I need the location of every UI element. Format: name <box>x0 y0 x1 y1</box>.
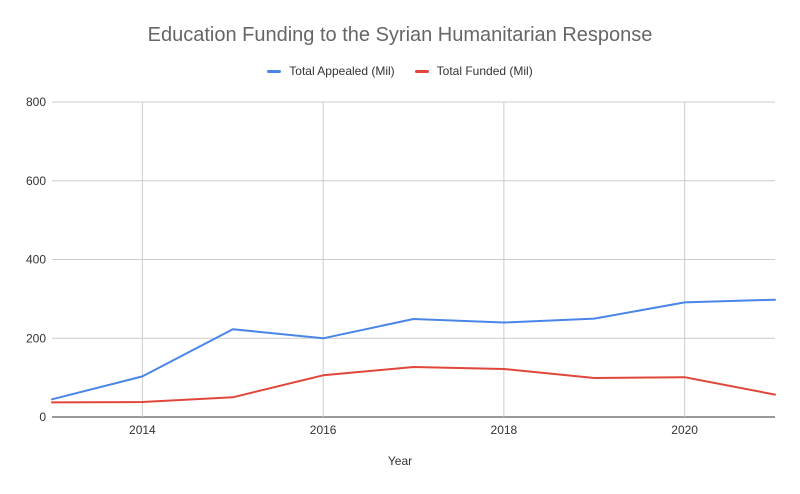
legend-swatch-funded <box>414 69 429 73</box>
x-tick-label: 2016 <box>310 423 337 437</box>
y-tick-label: 200 <box>26 331 46 345</box>
x-tick-label: 2018 <box>491 423 518 437</box>
data-point-funded[interactable] <box>591 375 597 381</box>
data-point-appealed[interactable] <box>320 335 326 341</box>
x-axis-title: Year <box>387 454 413 468</box>
data-point-funded[interactable] <box>320 372 326 378</box>
data-point-appealed[interactable] <box>772 297 778 303</box>
y-tick-label: 800 <box>26 95 46 109</box>
data-point-appealed[interactable] <box>139 373 145 379</box>
y-tick-label: 600 <box>26 174 46 188</box>
y-tick-label: 0 <box>39 410 46 424</box>
chart-title: Education Funding to the Syrian Humanita… <box>147 24 653 46</box>
legend-item-funded[interactable]: Total Funded (Mil) <box>414 64 533 78</box>
data-point-funded[interactable] <box>682 374 688 380</box>
data-point-funded[interactable] <box>501 366 507 372</box>
y-tick-label: 400 <box>26 253 46 267</box>
data-point-appealed[interactable] <box>230 326 236 332</box>
data-point-funded[interactable] <box>139 399 145 405</box>
data-point-appealed[interactable] <box>682 299 688 305</box>
legend-label-funded: Total Funded (Mil) <box>436 64 533 78</box>
data-point-funded[interactable] <box>411 364 417 370</box>
data-point-funded[interactable] <box>230 394 236 400</box>
series-line-funded <box>51 366 776 404</box>
data-point-funded[interactable] <box>772 392 778 398</box>
legend-label-appealed: Total Appealed (Mil) <box>289 64 395 78</box>
legend-item-appealed[interactable]: Total Appealed (Mil) <box>267 64 395 78</box>
legend-swatch-appealed <box>267 69 282 73</box>
x-tick-label: 2014 <box>129 423 156 437</box>
data-point-appealed[interactable] <box>591 316 597 322</box>
data-point-appealed[interactable] <box>411 316 417 322</box>
data-point-appealed[interactable] <box>501 320 507 326</box>
chart-legend: Total Appealed (Mil) Total Funded (Mil) <box>0 64 800 78</box>
data-point-funded[interactable] <box>49 399 55 405</box>
x-tick-label: 2020 <box>671 423 698 437</box>
series-line-appealed <box>51 298 776 401</box>
